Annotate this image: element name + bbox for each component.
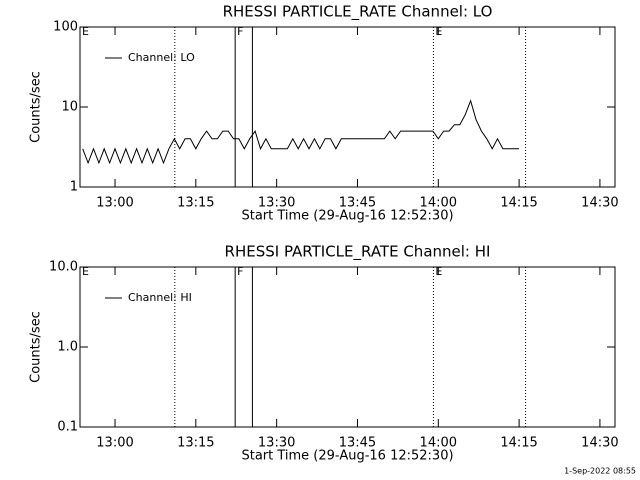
x-tick-label: 14:15	[500, 436, 537, 451]
x-tick-label: 13:30	[258, 196, 295, 211]
x-tick-label: 14:30	[581, 436, 618, 451]
flag-label: F	[237, 25, 243, 38]
x-tick-label: 13:00	[96, 196, 133, 211]
x-axis-label: Start Time (29-Aug-16 12:52:30)	[241, 449, 453, 464]
x-tick-label: 13:45	[339, 436, 376, 451]
x-tick-label: 13:15	[177, 436, 214, 451]
flag-label: E	[82, 265, 89, 278]
x-tick-label: 14:00	[420, 196, 457, 211]
y-tick-label: 0.1	[57, 420, 78, 435]
timestamp: 1-Sep-2022 08:55	[564, 467, 636, 476]
legend-label: Channel: LO	[128, 51, 195, 64]
flag-label: E	[435, 265, 442, 278]
y-tick-label: 100	[53, 20, 78, 35]
legend-label: Channel: HI	[128, 291, 192, 304]
x-tick-label: 14:00	[420, 436, 457, 451]
y-tick-label: 10	[61, 100, 78, 115]
y-axis-label: Counts/sec	[29, 311, 44, 383]
chart-title: RHESSI PARTICLE_RATE Channel: HI	[225, 243, 491, 262]
flag-label: E	[82, 25, 89, 38]
x-tick-label: 13:45	[339, 196, 376, 211]
x-tick-label: 14:15	[500, 196, 537, 211]
y-axis-label: Counts/sec	[29, 71, 44, 143]
y-tick-label: 10.0	[49, 260, 78, 275]
y-tick-label: 1	[70, 180, 78, 195]
x-tick-label: 13:00	[96, 436, 133, 451]
x-tick-label: 14:30	[581, 196, 618, 211]
x-tick-label: 13:30	[258, 436, 295, 451]
x-axis-label: Start Time (29-Aug-16 12:52:30)	[241, 209, 453, 224]
flag-label: F	[237, 265, 243, 278]
data-line	[82, 99, 520, 165]
y-tick-label: 1.0	[57, 340, 78, 355]
flag-label: E	[435, 25, 442, 38]
chart-title: RHESSI PARTICLE_RATE Channel: LO	[223, 3, 493, 22]
x-tick-label: 13:15	[177, 196, 214, 211]
